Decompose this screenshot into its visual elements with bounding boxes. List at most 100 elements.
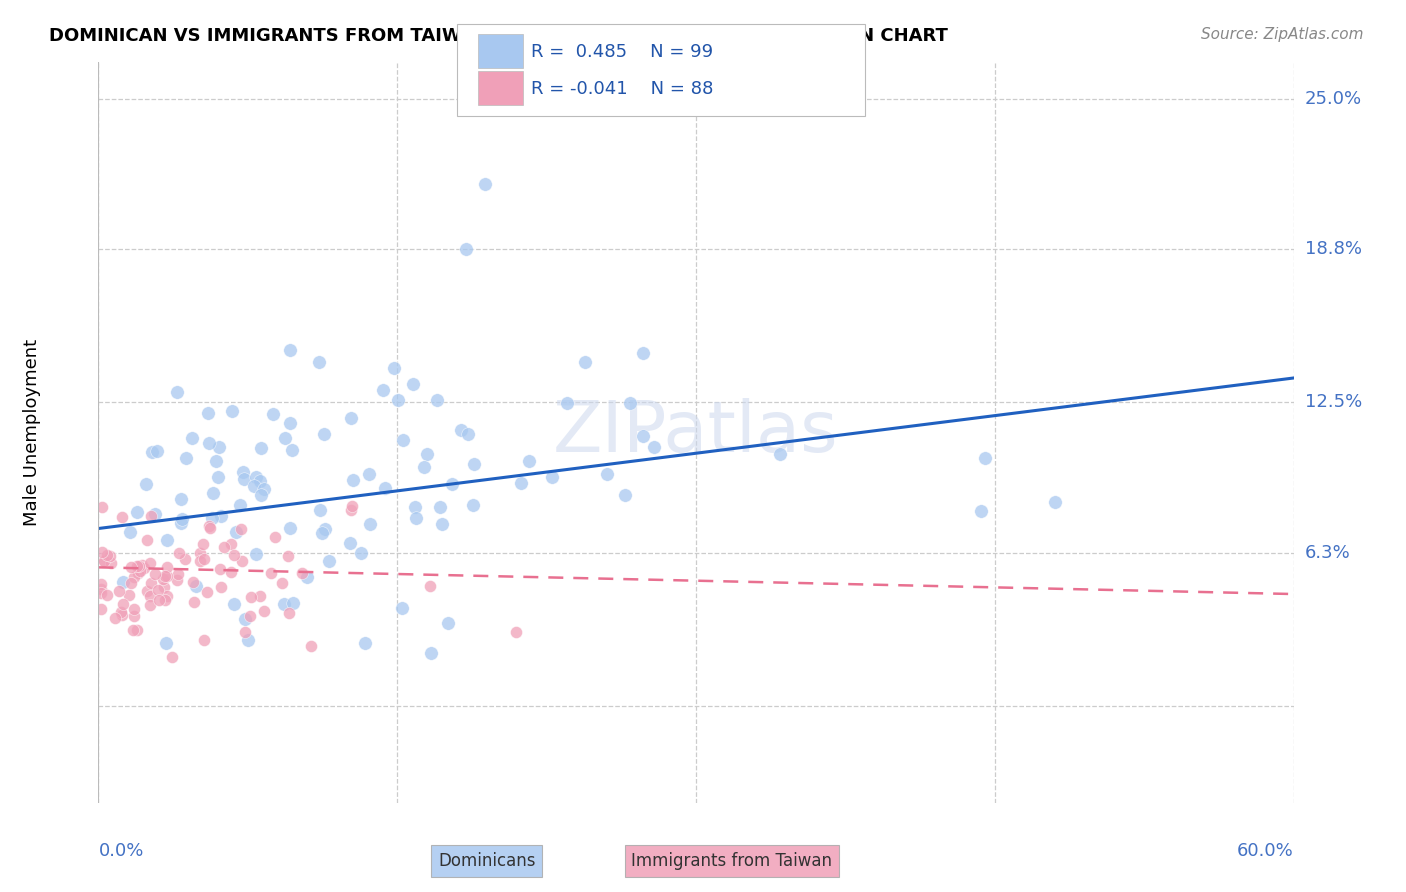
- Point: [172, 512, 194, 526]
- Point: [120, 524, 142, 539]
- Point: [138, 557, 160, 571]
- Point: [222, 597, 245, 611]
- Point: [232, 466, 254, 480]
- Point: [120, 575, 142, 590]
- Point: [405, 511, 427, 525]
- Point: [90, 545, 112, 559]
- Point: [253, 482, 276, 496]
- Point: [340, 500, 363, 514]
- Point: [631, 346, 654, 360]
- Text: 6.3%: 6.3%: [1305, 544, 1350, 562]
- Point: [132, 560, 155, 574]
- Point: [110, 605, 132, 619]
- Point: [221, 565, 243, 579]
- Point: [205, 454, 228, 468]
- Point: [413, 460, 436, 475]
- Point: [245, 547, 267, 561]
- Point: [253, 604, 276, 618]
- Point: [509, 475, 531, 490]
- Point: [170, 516, 193, 530]
- Text: R =  0.485    N = 99: R = 0.485 N = 99: [531, 43, 714, 61]
- Point: [392, 433, 415, 447]
- Point: [271, 575, 294, 590]
- Point: [186, 578, 208, 592]
- Point: [139, 575, 162, 590]
- Point: [145, 507, 167, 521]
- Point: [93, 554, 115, 568]
- Point: [308, 354, 330, 368]
- Point: [245, 469, 267, 483]
- Point: [153, 593, 176, 607]
- Point: [156, 533, 179, 548]
- Point: [166, 385, 188, 400]
- Point: [541, 470, 564, 484]
- Point: [152, 572, 174, 586]
- Point: [207, 440, 229, 454]
- Point: [619, 395, 641, 409]
- Point: [166, 574, 188, 588]
- Point: [340, 503, 363, 517]
- Point: [131, 558, 153, 572]
- Text: 60.0%: 60.0%: [1237, 842, 1294, 860]
- Point: [222, 548, 245, 562]
- Point: [229, 498, 252, 512]
- Point: [574, 355, 596, 369]
- Point: [278, 343, 301, 357]
- Point: [198, 519, 221, 533]
- Point: [277, 549, 299, 564]
- Point: [207, 470, 229, 484]
- Point: [96, 588, 118, 602]
- Text: R = -0.041    N = 88: R = -0.041 N = 88: [531, 80, 714, 98]
- Point: [127, 566, 149, 580]
- Point: [111, 574, 134, 589]
- Point: [314, 523, 336, 537]
- Point: [374, 481, 396, 495]
- Point: [314, 427, 336, 442]
- Point: [238, 632, 260, 647]
- Point: [387, 393, 409, 408]
- Point: [156, 559, 179, 574]
- Point: [143, 567, 166, 582]
- Point: [239, 590, 262, 604]
- Point: [231, 523, 253, 537]
- Point: [291, 566, 314, 580]
- Point: [277, 606, 299, 620]
- Point: [174, 450, 197, 465]
- Point: [249, 474, 271, 488]
- Point: [111, 510, 134, 524]
- Point: [139, 509, 162, 524]
- Point: [454, 243, 477, 257]
- Point: [373, 383, 395, 397]
- Point: [156, 569, 179, 583]
- Point: [555, 396, 578, 410]
- Point: [233, 612, 256, 626]
- Point: [127, 558, 149, 573]
- Point: [111, 608, 134, 623]
- Point: [167, 546, 190, 560]
- Point: [100, 556, 122, 570]
- Point: [197, 407, 219, 421]
- Point: [100, 549, 122, 563]
- Point: [90, 577, 112, 591]
- Point: [193, 551, 215, 566]
- Point: [107, 583, 129, 598]
- Point: [225, 524, 247, 539]
- Point: [181, 431, 204, 445]
- Point: [198, 521, 221, 535]
- Point: [416, 447, 439, 461]
- Point: [198, 435, 221, 450]
- Point: [170, 492, 193, 507]
- Text: ZIPatlas: ZIPatlas: [553, 398, 839, 467]
- Point: [419, 579, 441, 593]
- Point: [91, 500, 114, 514]
- Point: [183, 574, 205, 589]
- Point: [118, 588, 141, 602]
- Point: [359, 467, 381, 482]
- Point: [188, 546, 211, 560]
- Point: [969, 504, 991, 518]
- Point: [614, 488, 637, 502]
- Point: [146, 444, 169, 458]
- Point: [350, 546, 373, 560]
- Point: [278, 521, 301, 535]
- Point: [208, 562, 231, 576]
